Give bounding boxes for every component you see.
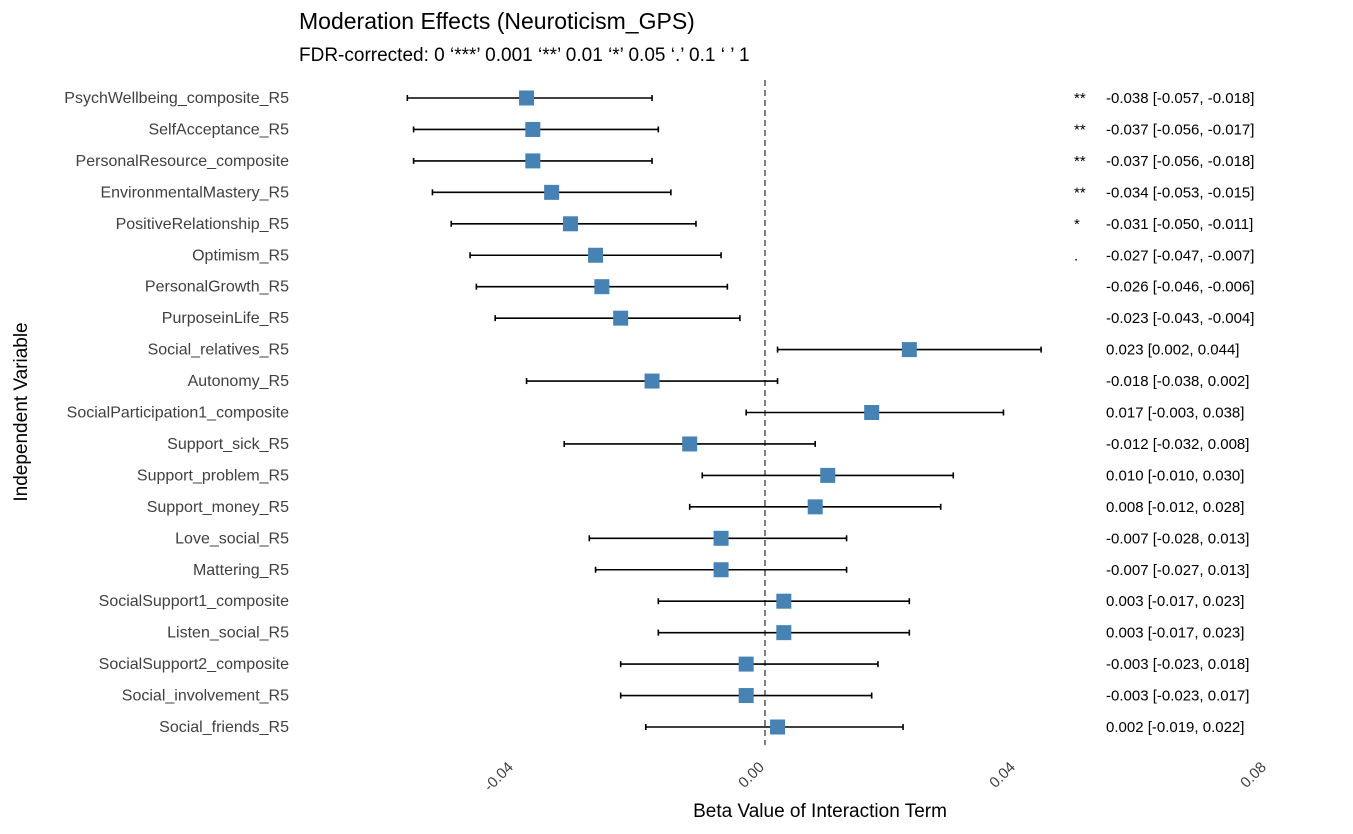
ci-annotation: -0.007 [-0.028, 0.013] xyxy=(1106,530,1249,547)
ci-annotation: 0.008 [-0.012, 0.028] xyxy=(1106,499,1244,516)
point-estimate xyxy=(807,499,823,515)
x-tick-label: 0.04 xyxy=(986,759,1019,792)
y-tick-label: Autonomy_R5 xyxy=(188,373,289,390)
point-estimate xyxy=(588,247,604,263)
x-tick-label: 0.00 xyxy=(735,759,768,792)
y-tick-label: Mattering_R5 xyxy=(193,562,289,579)
point-estimate xyxy=(613,310,629,326)
y-tick-label: Social_friends_R5 xyxy=(159,719,289,736)
significance-marker: * xyxy=(1074,216,1080,233)
ci-annotation: -0.018 [-0.038, 0.002] xyxy=(1106,373,1249,390)
point-estimate xyxy=(738,688,754,704)
significance-marker: . xyxy=(1074,247,1078,264)
point-estimate xyxy=(644,373,660,389)
point-estimate xyxy=(562,216,578,232)
point-estimate xyxy=(820,467,836,483)
ci-annotation: 0.017 [-0.003, 0.038] xyxy=(1106,405,1244,422)
ci-annotation: -0.031 [-0.050, -0.011] xyxy=(1106,216,1253,233)
y-tick-label: SocialParticipation1_composite xyxy=(67,405,289,422)
y-tick-label: Listen_social_R5 xyxy=(167,625,289,642)
y-tick-label: PersonalResource_composite xyxy=(76,153,290,170)
y-tick-label: PositiveRelationship_R5 xyxy=(116,216,290,233)
ci-annotation: -0.026 [-0.046, -0.006] xyxy=(1106,279,1254,296)
y-tick-label: SocialSupport2_composite xyxy=(99,656,289,673)
ci-annotation: 0.023 [0.002, 0.044] xyxy=(1106,342,1239,359)
ci-annotation: -0.003 [-0.023, 0.018] xyxy=(1106,656,1249,673)
point-estimate xyxy=(594,279,610,295)
point-estimate xyxy=(776,593,792,609)
y-tick-label: Support_money_R5 xyxy=(147,499,289,516)
point-estimate xyxy=(519,90,535,106)
y-tick-label: SelfAcceptance_R5 xyxy=(148,121,289,138)
ci-annotation: -0.003 [-0.023, 0.017] xyxy=(1106,688,1249,705)
point-estimate xyxy=(738,656,754,672)
point-estimate xyxy=(525,153,541,169)
y-tick-label: Social_involvement_R5 xyxy=(122,688,289,705)
significance-marker: ** xyxy=(1074,184,1086,201)
y-tick-label: PurposeinLife_R5 xyxy=(162,310,289,327)
point-estimate xyxy=(544,184,560,200)
x-axis-label: Beta Value of Interaction Term xyxy=(693,801,947,822)
point-estimate xyxy=(713,562,729,578)
point-estimate xyxy=(776,625,792,641)
ci-annotation: 0.003 [-0.017, 0.023] xyxy=(1106,625,1244,642)
y-tick-label: Social_relatives_R5 xyxy=(148,342,290,359)
ci-annotation: -0.034 [-0.053, -0.015] xyxy=(1106,184,1254,201)
y-tick-label: PsychWellbeing_composite_R5 xyxy=(64,90,289,107)
ci-annotation: -0.012 [-0.032, 0.008] xyxy=(1106,436,1249,453)
point-estimate xyxy=(713,530,729,546)
point-estimate xyxy=(525,121,541,137)
ci-annotation: -0.007 [-0.027, 0.013] xyxy=(1106,562,1249,579)
point-estimate xyxy=(682,436,698,452)
y-tick-label: Love_social_R5 xyxy=(175,530,289,547)
significance-marker: ** xyxy=(1074,121,1086,138)
point-estimate xyxy=(864,405,880,420)
ci-annotation: -0.037 [-0.056, -0.018] xyxy=(1106,153,1254,170)
point-estimate xyxy=(770,719,786,735)
point-estimate xyxy=(901,342,917,358)
ci-annotation: 0.003 [-0.017, 0.023] xyxy=(1106,593,1244,610)
y-tick-label: PersonalGrowth_R5 xyxy=(145,279,289,296)
ci-annotation: 0.010 [-0.010, 0.030] xyxy=(1106,467,1244,484)
ci-annotation: -0.038 [-0.057, -0.018] xyxy=(1106,90,1254,107)
significance-marker: ** xyxy=(1074,153,1086,170)
ci-annotation: 0.002 [-0.019, 0.022] xyxy=(1106,719,1244,736)
y-tick-label: SocialSupport1_composite xyxy=(99,593,289,610)
ci-annotation: -0.027 [-0.047, -0.007] xyxy=(1106,247,1254,264)
significance-marker: ** xyxy=(1074,90,1086,107)
y-tick-label: Support_sick_R5 xyxy=(167,436,289,453)
y-tick-label: Support_problem_R5 xyxy=(137,467,289,484)
y-tick-label: Optimism_R5 xyxy=(192,247,289,264)
y-tick-label: EnvironmentalMastery_R5 xyxy=(100,184,289,201)
ci-annotation: -0.037 [-0.056, -0.017] xyxy=(1106,121,1254,138)
chart-subtitle: FDR-corrected: 0 ‘***’ 0.001 ‘**’ 0.01 ‘… xyxy=(299,45,750,66)
chart-title: Moderation Effects (Neuroticism_GPS) xyxy=(299,8,695,34)
ci-annotation: -0.023 [-0.043, -0.004] xyxy=(1106,310,1254,327)
x-tick-label: 0.08 xyxy=(1237,759,1270,792)
x-tick-label: -0.04 xyxy=(481,759,517,795)
